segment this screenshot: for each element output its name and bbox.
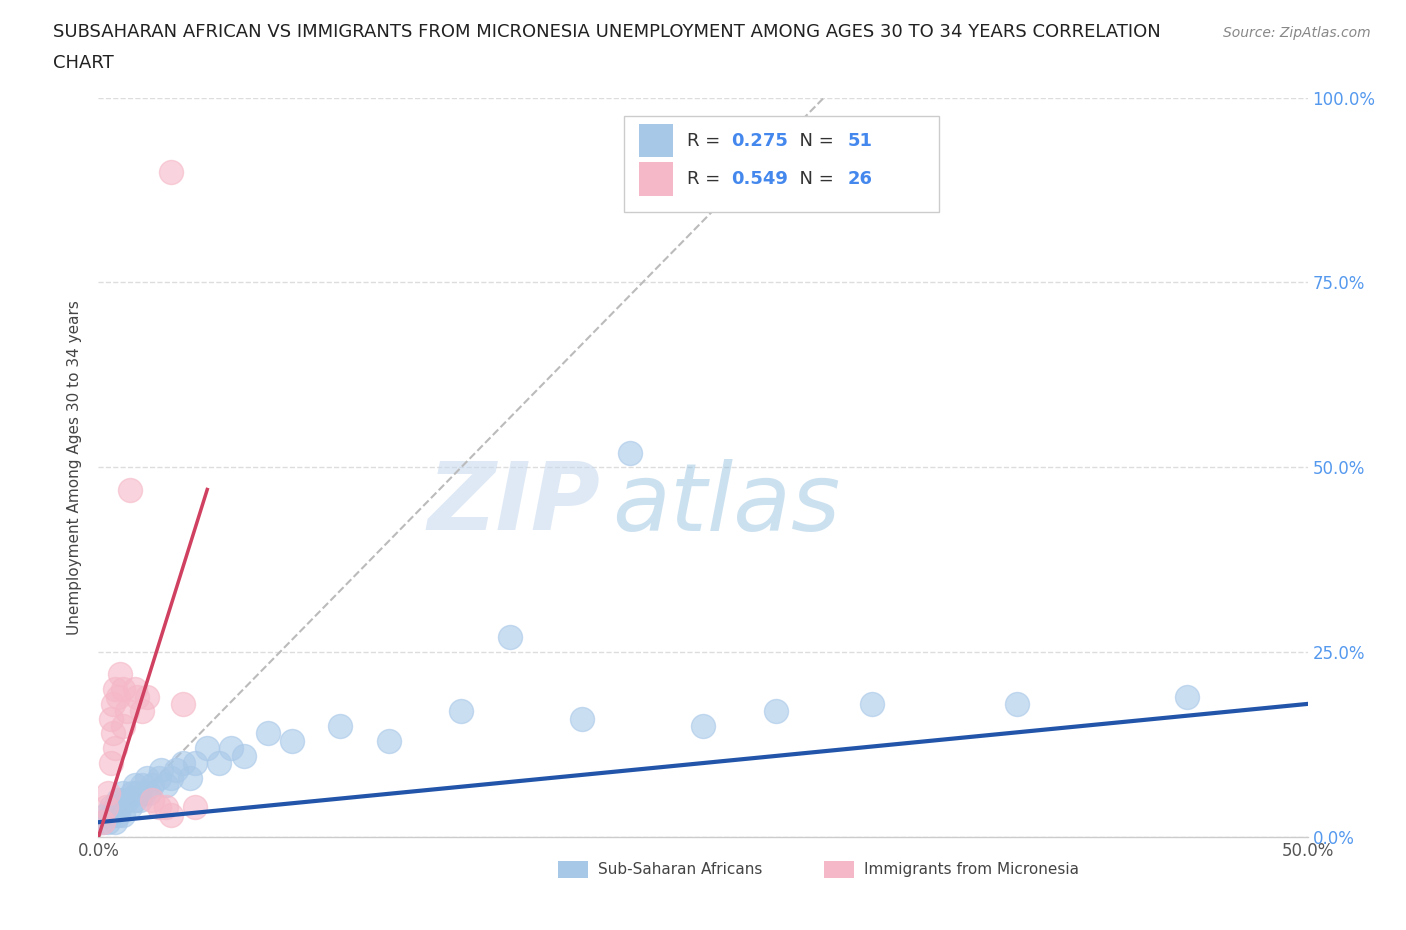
Text: SUBSAHARAN AFRICAN VS IMMIGRANTS FROM MICRONESIA UNEMPLOYMENT AMONG AGES 30 TO 3: SUBSAHARAN AFRICAN VS IMMIGRANTS FROM MI… [53,23,1161,41]
Point [131,777,153,792]
Point [100,807,122,822]
Point [124,682,146,697]
Point [104,815,127,830]
Point [121,785,143,800]
Point [155,800,177,815]
Text: R =: R = [688,131,727,150]
Point [91,815,114,830]
Point [97,815,120,830]
Point [377,734,399,749]
Text: CHART: CHART [53,54,114,72]
Text: 0.275: 0.275 [731,131,787,150]
FancyBboxPatch shape [558,861,588,878]
Point [118,800,141,815]
Point [111,785,134,800]
Point [150,763,173,777]
Point [100,755,122,770]
Point [124,792,146,807]
Point [148,800,170,815]
Point [108,800,131,815]
Point [329,719,352,734]
Point [141,777,163,792]
Point [184,755,207,770]
Point [619,445,641,460]
Point [1007,697,1029,711]
Point [94,807,117,822]
FancyBboxPatch shape [638,124,673,157]
Point [232,749,254,764]
Point [160,807,183,822]
Text: N =: N = [787,131,839,150]
Point [765,704,787,719]
Point [692,719,714,734]
Point [208,755,231,770]
Text: Immigrants from Micronesia: Immigrants from Micronesia [863,862,1078,877]
Point [117,792,139,807]
Point [111,682,134,697]
Point [155,777,177,792]
Text: atlas: atlas [613,458,841,550]
Point [571,711,593,726]
Point [131,704,153,719]
Point [107,807,129,822]
Point [111,719,134,734]
Point [124,777,146,792]
FancyBboxPatch shape [638,163,673,195]
Point [184,800,207,815]
Point [101,697,124,711]
Point [128,792,150,807]
Point [450,704,472,719]
Point [165,763,187,777]
Text: ZIP: ZIP [427,458,600,551]
Text: 26: 26 [848,170,873,188]
Point [160,164,183,179]
Point [195,741,218,756]
Text: Sub-Saharan Africans: Sub-Saharan Africans [598,862,762,877]
Point [172,697,194,711]
Point [1175,689,1198,704]
Point [108,667,131,682]
Point [134,785,156,800]
Text: R =: R = [688,170,727,188]
Point [97,785,120,800]
Point [138,785,160,800]
Point [148,770,170,785]
Point [104,800,127,815]
Point [107,689,129,704]
Point [256,726,278,741]
Text: Source: ZipAtlas.com: Source: ZipAtlas.com [1223,26,1371,40]
Point [111,807,134,822]
Point [94,800,117,815]
Point [135,770,157,785]
Point [100,800,122,815]
Point [91,815,114,830]
Point [118,482,141,497]
Point [117,704,139,719]
FancyBboxPatch shape [624,116,939,212]
Point [100,711,122,726]
Text: 51: 51 [848,131,873,150]
Point [101,807,124,822]
Point [111,792,134,807]
Point [104,682,127,697]
Point [860,697,883,711]
Point [160,770,183,785]
Point [101,726,124,741]
Point [107,792,129,807]
Point [281,734,304,749]
Point [104,741,127,756]
Text: N =: N = [787,170,839,188]
FancyBboxPatch shape [824,861,855,878]
Point [221,741,243,756]
Point [498,630,520,644]
Text: 0.549: 0.549 [731,170,787,188]
Point [141,792,163,807]
Y-axis label: Unemployment Among Ages 30 to 34 years: Unemployment Among Ages 30 to 34 years [67,299,83,635]
Point [127,689,149,704]
Point [179,770,201,785]
Point [127,785,149,800]
Point [135,689,157,704]
Point [172,755,194,770]
